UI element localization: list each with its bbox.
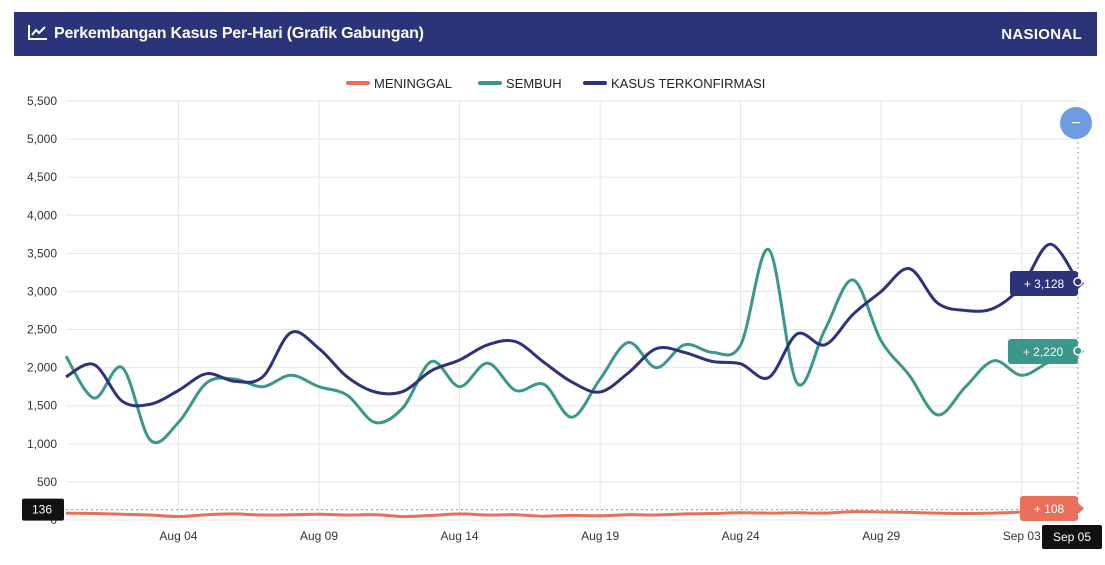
zoom-button-circle[interactable]: [1060, 107, 1092, 139]
tooltip-text: + 2,220: [1023, 345, 1064, 359]
series-line-terkonfirmasi[interactable]: [65, 242, 1080, 408]
tooltip-pointer: [1078, 503, 1084, 514]
hover-marker-sembuh: [1073, 346, 1083, 356]
legend-item-terkonfirmasi[interactable]: KASUS TERKONFIRMASI: [583, 76, 765, 91]
crosshair-y-label: 136: [22, 498, 64, 521]
zoom-reset-button[interactable]: −: [1060, 107, 1092, 139]
y-tick-label: 4,500: [27, 170, 57, 184]
chart-line-icon: [28, 24, 48, 45]
y-tick-label: 2,000: [27, 361, 57, 375]
y-tick-label: 1,500: [27, 399, 57, 413]
crosshair-y-label-text: 136: [32, 503, 52, 517]
tooltip-text: + 108: [1034, 502, 1065, 516]
y-tick-label: 2,500: [27, 323, 57, 337]
tooltip-meninggal: + 108: [1020, 496, 1084, 521]
tooltip-sembuh: + 2,220: [1008, 339, 1084, 364]
legend-label: MENINGGAL: [374, 76, 452, 91]
y-tick-label: 3,000: [27, 284, 57, 298]
y-tick-label: 4,000: [27, 208, 57, 222]
crosshair-x-label-bg: [1042, 525, 1102, 549]
legend-label: KASUS TERKONFIRMASI: [611, 76, 765, 91]
y-tick-label: 3,500: [27, 246, 57, 260]
series-line-sembuh[interactable]: [64, 248, 1079, 444]
legend-item-sembuh[interactable]: SEMBUH: [478, 76, 562, 91]
x-tick-label: Sep 03: [1003, 529, 1041, 543]
region-label: NASIONAL: [1001, 25, 1082, 43]
crosshair-x-label: Sep 05: [1042, 525, 1102, 549]
y-tick-label: 5,500: [27, 94, 57, 108]
tooltip-text: + 3,128: [1024, 277, 1065, 291]
tooltip-bg: [1008, 339, 1078, 364]
page-title: Perkembangan Kasus Per-Hari (Grafik Gabu…: [54, 25, 424, 42]
chart-container: 5,500 5,000 4,500 4,000 3,500 3,000 2,500 2,000…: [0, 56, 1105, 560]
x-tick-label: Aug 09: [300, 529, 338, 543]
legend-label: SEMBUH: [506, 76, 562, 91]
tooltip-bg: [1010, 271, 1078, 296]
y-tick-label: 1,000: [27, 437, 57, 451]
x-tick-label: Aug 14: [441, 529, 479, 543]
tooltip-bg: [1020, 496, 1078, 521]
header-title-group: Perkembangan Kasus Per-Hari (Grafik Gabu…: [28, 24, 424, 45]
series-line-meninggal[interactable]: [65, 508, 1079, 519]
y-tick-label: 500: [37, 475, 57, 489]
x-tick-label: Aug 24: [722, 529, 760, 543]
crosshair-y-label-bg: [22, 498, 64, 521]
x-tick-label: Aug 04: [159, 529, 197, 543]
x-tick-label: Aug 19: [581, 529, 619, 543]
x-tick-label: Aug 29: [862, 529, 900, 543]
hover-marker-terkonfirmasi: [1073, 276, 1083, 287]
minus-icon[interactable]: −: [1071, 115, 1080, 132]
chart-header: Perkembangan Kasus Per-Hari (Grafik Gabu…: [14, 12, 1097, 56]
line-chart: 5,500 5,000 4,500 4,000 3,500 3,000 2,500 2,000…: [22, 76, 1102, 549]
crosshair-x-label-text: Sep 05: [1053, 530, 1091, 544]
legend-item-meninggal[interactable]: MENINGGAL: [346, 76, 452, 91]
tooltip-terkonfirmasi: + 3,128: [1010, 271, 1084, 296]
y-tick-label: 5,000: [27, 132, 57, 146]
